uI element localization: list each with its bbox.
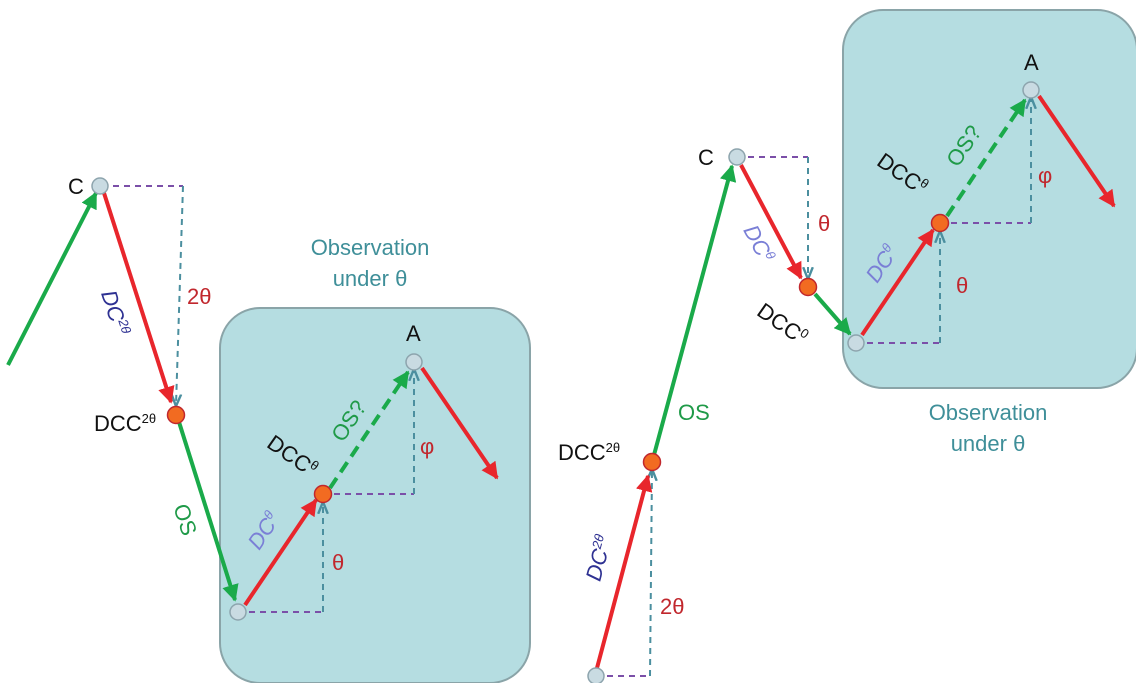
right-label-dcc2theta: DCC2θ: [558, 440, 620, 465]
left-observation-box: [219, 307, 531, 683]
right-label-phi: φ: [1038, 163, 1052, 188]
right-red-arrow-outgoing: [1037, 94, 1116, 208]
right-label-theta-upper: θ: [818, 211, 830, 236]
left-node-start: [229, 603, 247, 621]
right-box-title-line1: Observation: [929, 400, 1048, 425]
right-node-dcc2theta: [642, 452, 662, 472]
right-green-dashed-arrow-os-q: [945, 98, 1027, 218]
right-green-arrow-to-box: [813, 292, 852, 336]
left-label-a: A: [406, 321, 421, 346]
right-teal-dash-2theta: [650, 470, 652, 677]
right-box-title-line2: under θ: [951, 431, 1026, 456]
left-diagram: Observation under θ C A DCC2θ 2θ θ φ DC2…: [6, 174, 531, 683]
left-label-dcc2theta: DCC2θ: [94, 411, 156, 436]
right-label-dcc0: DCC0: [753, 298, 812, 350]
left-label-2theta: 2θ: [187, 284, 211, 309]
right-node-a: [1022, 81, 1040, 99]
right-red-arrow-dctheta-upper: [739, 164, 803, 280]
left-label-dc2theta: DC2θ: [96, 287, 134, 339]
right-node-box-start: [847, 334, 865, 352]
right-label-c: C: [698, 145, 714, 170]
left-node-c: [91, 177, 109, 195]
right-node-start: [587, 667, 605, 683]
left-box-title-line2: under θ: [333, 266, 408, 291]
right-label-a: A: [1024, 50, 1039, 75]
left-red-arrow-dctheta: [243, 498, 318, 607]
left-label-os: OS: [168, 501, 202, 539]
right-label-theta-box: θ: [956, 273, 968, 298]
left-red-arrow-outgoing: [420, 366, 499, 480]
right-node-c: [728, 148, 746, 166]
left-node-dcc2theta: [166, 405, 186, 425]
right-node-dcc0: [798, 277, 818, 297]
left-label-theta: θ: [332, 550, 344, 575]
right-label-dc2theta: DC2θ: [581, 533, 617, 584]
right-green-arrow-os: [652, 164, 737, 456]
right-diagram: Observation under θ C A DCC2θ OS 2θ θ: [558, 9, 1136, 683]
left-green-arrow-incoming: [6, 191, 98, 366]
left-node-dcctheta: [313, 484, 333, 504]
right-label-os: OS: [678, 400, 710, 425]
left-green-dashed-arrow-os-q: [328, 370, 410, 490]
right-label-2theta: 2θ: [660, 594, 684, 619]
right-observation-box: [842, 9, 1136, 389]
left-red-arrow-dc2theta: [102, 192, 175, 404]
left-green-arrow-os: [177, 421, 239, 602]
left-label-c: C: [68, 174, 84, 199]
left-box-title-line1: Observation: [311, 235, 430, 260]
right-node-dcctheta: [930, 213, 950, 233]
left-label-phi: φ: [420, 434, 434, 459]
left-node-a: [405, 353, 423, 371]
right-red-arrow-dctheta-box: [860, 228, 935, 337]
left-teal-dash-2theta: [176, 185, 184, 405]
right-red-arrow-dc2theta: [595, 474, 653, 669]
